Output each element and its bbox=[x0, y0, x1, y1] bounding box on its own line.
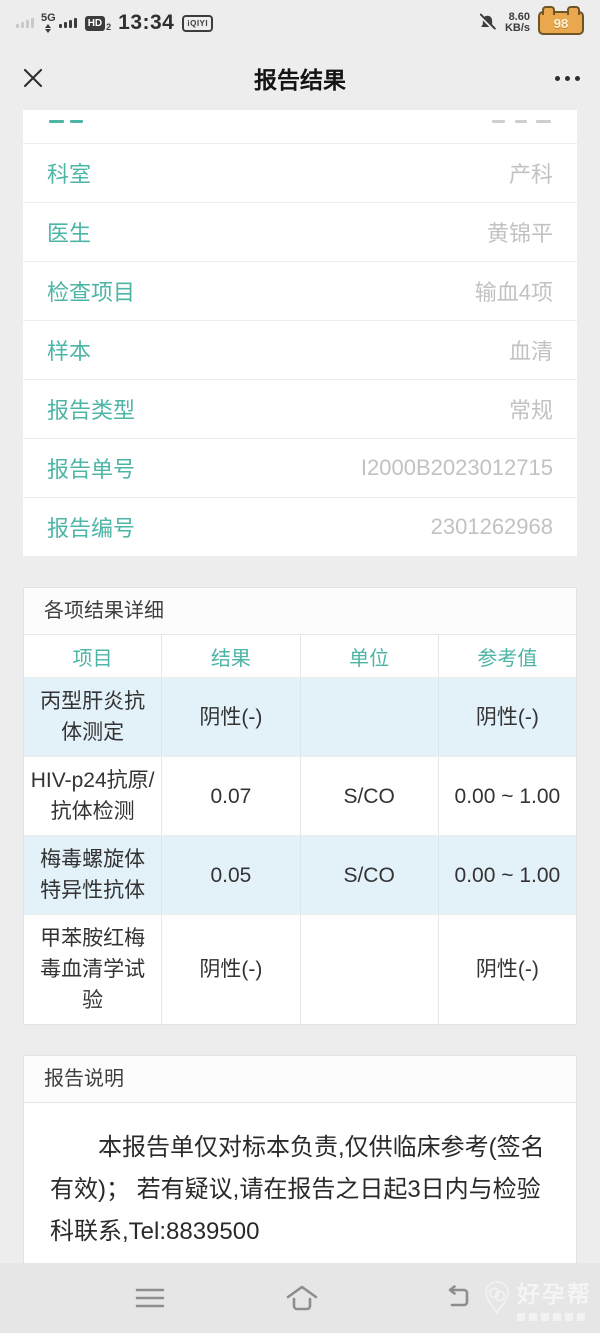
table-cell-ref: 0.00 ~ 1.00 bbox=[437, 757, 576, 835]
recents-button[interactable] bbox=[128, 1276, 172, 1320]
info-row-label: 检查项目 bbox=[47, 280, 136, 305]
watermark-pin-icon bbox=[485, 1281, 509, 1315]
table-cell-result: 0.05 bbox=[161, 836, 299, 914]
close-button[interactable] bbox=[20, 65, 64, 91]
notes-section-title: 报告说明 bbox=[24, 1056, 576, 1103]
app-watermark: 好孕帮 bbox=[483, 1275, 592, 1321]
home-button[interactable] bbox=[280, 1276, 324, 1320]
watermark-subtext bbox=[517, 1313, 585, 1321]
signal-strength-sim1-icon bbox=[16, 18, 34, 28]
table-cell-unit bbox=[299, 915, 438, 1024]
results-card: 各项结果详细 项目 结果 单位 参考值 丙型肝炎抗体测定 阴性(-) 阴性(-) HIV-p… bbox=[23, 587, 577, 1025]
clipped-text-fragment bbox=[515, 120, 527, 123]
network-speed-value: 8.60 bbox=[508, 11, 530, 23]
info-row-value: 产科 bbox=[508, 162, 553, 187]
table-cell-item: 丙型肝炎抗体测定 bbox=[40, 690, 146, 744]
battery-percent: 98 bbox=[553, 15, 569, 31]
clipped-text-fragment bbox=[492, 120, 505, 123]
info-row-value: 黄锦平 bbox=[486, 221, 553, 246]
table-header-cell: 项目 bbox=[72, 647, 113, 670]
info-row: 科室 产科 bbox=[23, 144, 577, 203]
status-bar: 5G HD 2 13:34 iQIYI 8.60 KB/s bbox=[0, 0, 600, 46]
table-cell-result: 阴性(-) bbox=[161, 915, 299, 1024]
table-row: 梅毒螺旋体特异性抗体 0.05 S/CO 0.00 ~ 1.00 bbox=[24, 836, 576, 915]
clipped-text-fragment bbox=[49, 120, 64, 123]
network-type: 5G bbox=[41, 13, 56, 33]
table-cell-ref: 阴性(-) bbox=[437, 915, 576, 1024]
info-row: 检查项目 输血4项 bbox=[23, 262, 577, 321]
clipped-text-fragment bbox=[70, 120, 83, 123]
back-button[interactable] bbox=[435, 1276, 479, 1320]
status-bar-right: 8.60 KB/s 98 bbox=[477, 6, 584, 35]
info-row-label: 样本 bbox=[47, 339, 92, 364]
info-row-value: 常规 bbox=[508, 398, 553, 423]
more-dot bbox=[565, 75, 570, 81]
info-row: 医生 黄锦平 bbox=[23, 203, 577, 262]
table-row: 甲苯胺红梅毒血清学试验 阴性(-) 阴性(-) bbox=[24, 915, 576, 1024]
iqiyi-app-icon: iQIYI bbox=[182, 14, 214, 32]
info-row: 报告编号 2301262968 bbox=[23, 498, 577, 556]
more-dot bbox=[555, 75, 560, 81]
system-nav-bar: 好孕帮 bbox=[0, 1263, 600, 1333]
table-cell-item: HIV-p24抗原/抗体检测 bbox=[30, 769, 155, 823]
table-cell-unit: S/CO bbox=[299, 757, 438, 835]
info-row-value: 2301262968 bbox=[430, 514, 553, 539]
table-header-cell: 参考值 bbox=[437, 635, 576, 677]
network-type-label: 5G bbox=[41, 12, 56, 24]
report-info-card: 科室 产科医生 黄锦平检查项目 输血4项样本 血清报告类型 常规报告单号 I2000B202… bbox=[23, 110, 577, 556]
table-cell-ref: 0.00 ~ 1.00 bbox=[437, 836, 576, 914]
table-cell-unit: S/CO bbox=[299, 836, 438, 914]
table-header-cell: 结果 bbox=[161, 635, 299, 677]
status-time: 13:34 bbox=[118, 11, 175, 34]
results-section-title: 各项结果详细 bbox=[24, 588, 576, 635]
info-row-value: I2000B2023012715 bbox=[360, 455, 553, 480]
watermark-brand: 好孕帮 bbox=[517, 1281, 592, 1307]
data-activity-icon bbox=[45, 24, 52, 33]
more-menu-button[interactable] bbox=[536, 75, 580, 81]
page-title: 报告结果 bbox=[254, 67, 346, 93]
network-speed: 8.60 KB/s bbox=[505, 12, 530, 34]
info-row-label: 报告类型 bbox=[47, 398, 136, 423]
signal-strength-sim2-icon bbox=[58, 18, 77, 28]
page-header: 报告结果 bbox=[0, 46, 600, 110]
table-body: 丙型肝炎抗体测定 阴性(-) 阴性(-) HIV-p24抗原/抗体检测 0.07 S/CO… bbox=[24, 678, 576, 1024]
table-cell-result: 0.07 bbox=[161, 757, 299, 835]
info-row-label: 医生 bbox=[47, 221, 92, 246]
table-cell-item: 甲苯胺红梅毒血清学试验 bbox=[40, 927, 146, 1012]
table-header-cell: 单位 bbox=[299, 635, 438, 677]
table-row: 丙型肝炎抗体测定 阴性(-) 阴性(-) bbox=[24, 678, 576, 757]
info-row: 报告单号 I2000B2023012715 bbox=[23, 439, 577, 498]
clipped-row bbox=[23, 110, 577, 144]
battery-icon: 98 bbox=[538, 6, 584, 35]
more-dot bbox=[575, 75, 580, 81]
info-row: 报告类型 常规 bbox=[23, 380, 577, 439]
table-row: HIV-p24抗原/抗体检测 0.07 S/CO 0.00 ~ 1.00 bbox=[24, 757, 576, 836]
table-cell-result: 阴性(-) bbox=[161, 678, 299, 756]
network-speed-unit: KB/s bbox=[504, 22, 530, 34]
report-content: 科室 产科医生 黄锦平检查项目 输血4项样本 血清报告类型 常规报告单号 I2000B202… bbox=[0, 110, 600, 1298]
info-row-label: 科室 bbox=[47, 162, 92, 187]
notes-body-text: 本报告单仅对标本负责,仅供临床参考(签名有效)； 若有疑议,请在报告之日起3日内… bbox=[50, 1134, 545, 1245]
table-header-row: 项目 结果 单位 参考值 bbox=[24, 635, 576, 678]
info-row-list: 科室 产科医生 黄锦平检查项目 输血4项样本 血清报告类型 常规报告单号 I2000B202… bbox=[23, 144, 577, 556]
info-row-label: 报告单号 bbox=[47, 457, 136, 482]
notes-card: 报告说明 本报告单仅对标本负责,仅供临床参考(签名有效)； 若有疑议,请在报告之… bbox=[23, 1055, 577, 1298]
results-table: 项目 结果 单位 参考值 丙型肝炎抗体测定 阴性(-) 阴性(-) HIV-p24抗原/抗体… bbox=[24, 635, 576, 1024]
info-row-value: 输血4项 bbox=[474, 280, 553, 305]
volte-hd-icon: HD bbox=[84, 15, 106, 31]
table-cell-unit bbox=[299, 678, 438, 756]
clipped-text-fragment bbox=[536, 120, 551, 123]
table-cell-ref: 阴性(-) bbox=[437, 678, 576, 756]
volte-hd-sim-number: 2 bbox=[106, 21, 112, 32]
info-row-label: 报告编号 bbox=[47, 516, 136, 541]
notifications-muted-icon bbox=[477, 13, 498, 34]
table-cell-item: 梅毒螺旋体特异性抗体 bbox=[40, 848, 146, 902]
info-row-value: 血清 bbox=[508, 339, 553, 364]
info-row: 样本 血清 bbox=[23, 321, 577, 380]
